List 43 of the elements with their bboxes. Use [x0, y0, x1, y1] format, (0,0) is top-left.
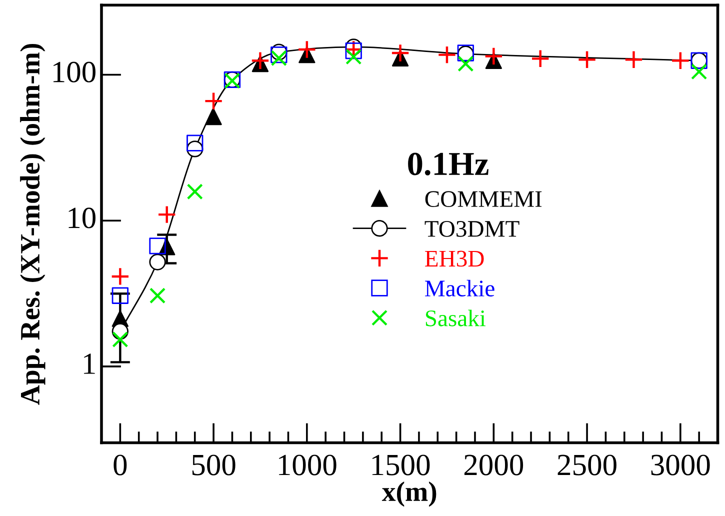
point [297, 40, 316, 59]
point [578, 50, 596, 70]
point [186, 184, 203, 200]
point [390, 44, 410, 62]
legend-label: Mackie [425, 280, 494, 296]
legend-label: Sasaki [426, 310, 486, 326]
point [149, 238, 166, 254]
point [112, 287, 129, 304]
x-tick-label: 1500 [372, 454, 430, 476]
point [157, 205, 176, 224]
point [624, 50, 644, 70]
x-tick-label: 1000 [279, 454, 336, 476]
point [204, 92, 223, 111]
x-tick-label: 2500 [558, 454, 616, 476]
point [458, 56, 474, 72]
y-tick-label: 100 [53, 62, 96, 82]
x-tick-label: 0 [114, 454, 127, 476]
point [149, 254, 166, 270]
point [112, 331, 128, 348]
point [484, 46, 504, 66]
point [205, 108, 222, 126]
x-tick-label: 3000 [651, 454, 710, 476]
legend-title: 0.1Hz [408, 152, 488, 176]
legend-label: COMMEMI [425, 191, 542, 208]
x-axis-title: x(m) [382, 482, 436, 507]
point [186, 134, 204, 152]
point [270, 50, 287, 66]
legend-label: EH3D [425, 250, 484, 267]
point [691, 64, 708, 80]
point [149, 288, 166, 304]
y-axis-title: App. Res. (XY-mode) (ohm-m) [20, 44, 46, 405]
y-tick-label: 10 [68, 208, 96, 228]
x-tick-label: 500 [192, 454, 236, 476]
y-tick-label: 1 [84, 354, 95, 374]
x-tick-label: 2000 [464, 454, 524, 476]
legend-label: TO3DMT [424, 220, 520, 237]
point [346, 48, 362, 65]
point [438, 45, 456, 64]
point [110, 267, 130, 286]
point [670, 51, 690, 70]
point [250, 51, 270, 70]
point [270, 46, 288, 64]
point [530, 49, 550, 68]
